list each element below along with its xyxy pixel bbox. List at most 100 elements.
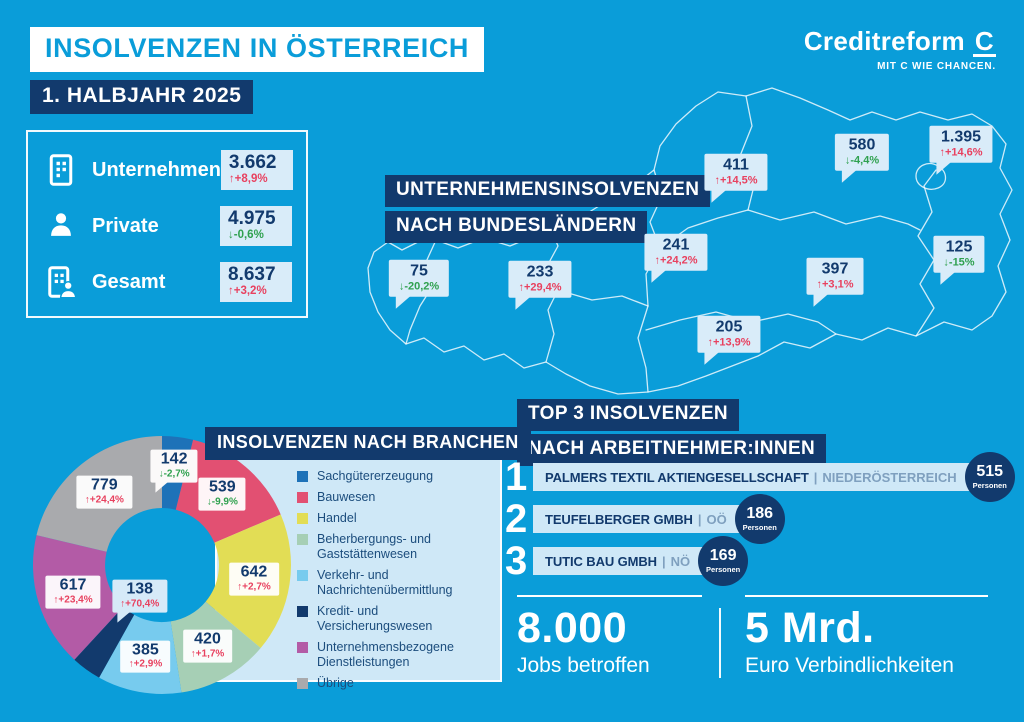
persons-count: 186: [746, 505, 774, 522]
footer-stat-label: Euro Verbindlichkeiten: [745, 654, 954, 677]
donut-label-779: 779 ↑+24,4%: [76, 475, 132, 509]
building-person-icon: [42, 263, 80, 301]
donut-label-142: 142 ↓-2,7%: [150, 449, 198, 492]
legend-label: Verkehr- und Nachrichtenübermittlung: [317, 568, 453, 597]
legend-swatch-icon: [297, 492, 308, 503]
persons-badge: 169 Personen: [698, 536, 749, 586]
slice-value: 138: [126, 580, 154, 598]
company-region: OÖ: [706, 511, 727, 527]
top3-title-line2: NACH ARBEITNEHMER:INNEN: [517, 434, 827, 466]
company-name: TEUFELBERGER GMBH: [545, 511, 693, 527]
footer-stat-jobs: 8.000 Jobs betroffen: [517, 595, 702, 678]
slice-change: ↓-9,9%: [206, 496, 238, 508]
footer-stat-liabilities: 5 Mrd. Euro Verbindlichkeiten: [745, 595, 988, 678]
legend-item-5: Kredit- und Versicherungswesen: [297, 604, 492, 634]
top3-title-line1: TOP 3 INSOLVENZEN: [517, 399, 740, 431]
persons-badge: 515 Personen: [964, 452, 1015, 502]
legend-swatch-icon: [297, 534, 308, 545]
company-bar: TUTIC BAU GMBH | NÖ: [533, 547, 725, 575]
summary-label: Unternehmen: [92, 158, 221, 181]
person-icon: [42, 207, 80, 245]
legend-swatch-icon: [297, 513, 308, 524]
slice-change: ↑+1,7%: [190, 648, 225, 660]
creditreform-logo: Creditreform C MIT C WIE CHANCEN.: [804, 26, 996, 72]
summary-row-private: Private 4.975 ↓-0,6%: [42, 198, 292, 254]
building-icon: [42, 151, 80, 189]
slice-value: 779: [91, 476, 118, 494]
slice-value: 385: [132, 641, 159, 659]
summary-panel: Unternehmen 3.662 ↑+8,9% Private 4.975 ↓…: [26, 130, 308, 318]
logo-brand-text: Creditreform: [803, 26, 965, 56]
donut-label-617: 617 ↑+23,4%: [45, 575, 101, 609]
trend-up-icon: ↑: [237, 581, 243, 593]
legend-label: Beherbergungs- und Gaststättenwesen: [317, 532, 431, 561]
page-subtitle: 1. HALBJAHR 2025: [30, 80, 254, 114]
top3-list: 1 PALMERS TEXTIL AKTIENGESELLSCHAFT | NIEDE…: [505, 452, 1015, 588]
summary-label: Gesamt: [92, 270, 166, 293]
slice-value: 539: [208, 478, 236, 496]
trend-down-icon: ↓: [228, 228, 234, 241]
trend-up-icon: ↑: [190, 648, 196, 660]
separator: |: [813, 469, 818, 485]
legend-item-7: Übrige: [297, 676, 492, 691]
map-title-line2: NACH BUNDESLÄNDERN: [385, 211, 648, 243]
legend-item-6: Unternehmensbezogene Dienstleistungen: [297, 640, 492, 670]
slice-change: ↑+23,4%: [53, 594, 93, 606]
donut-label-420: 420 ↑+1,7%: [182, 629, 233, 663]
legend-swatch-icon: [297, 606, 308, 617]
footer-vertical-divider: [719, 608, 721, 678]
top3-row-3: 3 TUTIC BAU GMBH | NÖ 169 Personen: [505, 536, 1015, 586]
branch-section-title: INSOLVENZEN NACH BRANCHEN: [205, 427, 531, 460]
legend-item-1: Bauwesen: [297, 490, 492, 505]
austria-map-outline: [367, 87, 1013, 395]
summary-row-gesamt: Gesamt 8.637 ↑+3,2%: [42, 254, 292, 310]
donut-label-539: 539 ↓-9,9%: [198, 477, 246, 511]
donut-slice-kredit-und-versicherungswesen: [74, 606, 135, 678]
summary-value-box: 8.637 ↑+3,2%: [220, 261, 292, 303]
summary-change: ↓-0,6%: [228, 228, 264, 241]
persons-unit: Personen: [972, 481, 1007, 490]
logo-tagline: MIT C WIE CHANCEN.: [877, 61, 996, 72]
top3-row-2: 2 TEUFELBERGER GMBH | OÖ 186 Personen: [505, 494, 1015, 544]
persons-count: 169: [709, 547, 737, 564]
summary-value: 4.975: [228, 207, 276, 229]
divider: [517, 595, 702, 597]
trend-down-icon: ↓: [206, 496, 212, 508]
legend-label: Bauwesen: [317, 490, 376, 504]
company-name: PALMERS TEXTIL AKTIENGESELLSCHAFT: [545, 469, 809, 485]
map-title-line1: UNTERNEHMENSINSOLVENZEN: [385, 175, 711, 207]
summary-label: Private: [92, 214, 159, 237]
legend-swatch-icon: [297, 570, 308, 581]
trend-up-icon: ↑: [120, 598, 126, 610]
footer-stat-value: 8.000: [517, 604, 628, 652]
legend-item-0: Sachgütererzeugung: [297, 469, 492, 484]
logo-c-mark-icon: C: [972, 26, 996, 57]
summary-change: ↑+3,2%: [228, 284, 267, 297]
branch-donut-chart: 142 ↓-2,7% 539 ↓-9,9% 642 ↑+2,7% 420 ↑+1,7% 385 ↑…: [22, 425, 302, 705]
rank-number: 1: [505, 455, 528, 499]
legend-label: Handel: [317, 511, 357, 525]
separator: |: [661, 553, 666, 569]
donut-label-138: 138 ↑+70,4%: [112, 579, 168, 622]
summary-value: 8.637: [228, 263, 276, 285]
top3-row-1: 1 PALMERS TEXTIL AKTIENGESELLSCHAFT | NIEDE…: [505, 452, 1015, 502]
legend-swatch-icon: [297, 471, 308, 482]
summary-value-box: 4.975 ↓-0,6%: [220, 205, 292, 247]
separator: |: [697, 511, 702, 527]
company-region: NÖ: [670, 553, 691, 569]
summary-change: ↑+8,9%: [228, 172, 268, 185]
summary-value-box: 3.662 ↑+8,9%: [220, 149, 293, 191]
slice-change: ↑+2,7%: [237, 581, 271, 593]
summary-value: 3.662: [228, 151, 277, 173]
legend-label: Unternehmensbezogene Dienstleistungen: [317, 640, 454, 669]
legend-swatch-icon: [297, 642, 308, 653]
slice-value: 420: [194, 630, 221, 648]
slice-change: ↓-2,7%: [158, 468, 190, 480]
legend-item-3: Beherbergungs- und Gaststättenwesen: [297, 532, 492, 562]
legend-label: Übrige: [317, 676, 354, 690]
company-region: NIEDERÖSTERREICH: [822, 469, 957, 485]
donut-label-642: 642 ↑+2,7%: [229, 562, 279, 596]
trend-up-icon: ↑: [228, 172, 235, 185]
slice-change: ↑+2,9%: [128, 658, 163, 670]
